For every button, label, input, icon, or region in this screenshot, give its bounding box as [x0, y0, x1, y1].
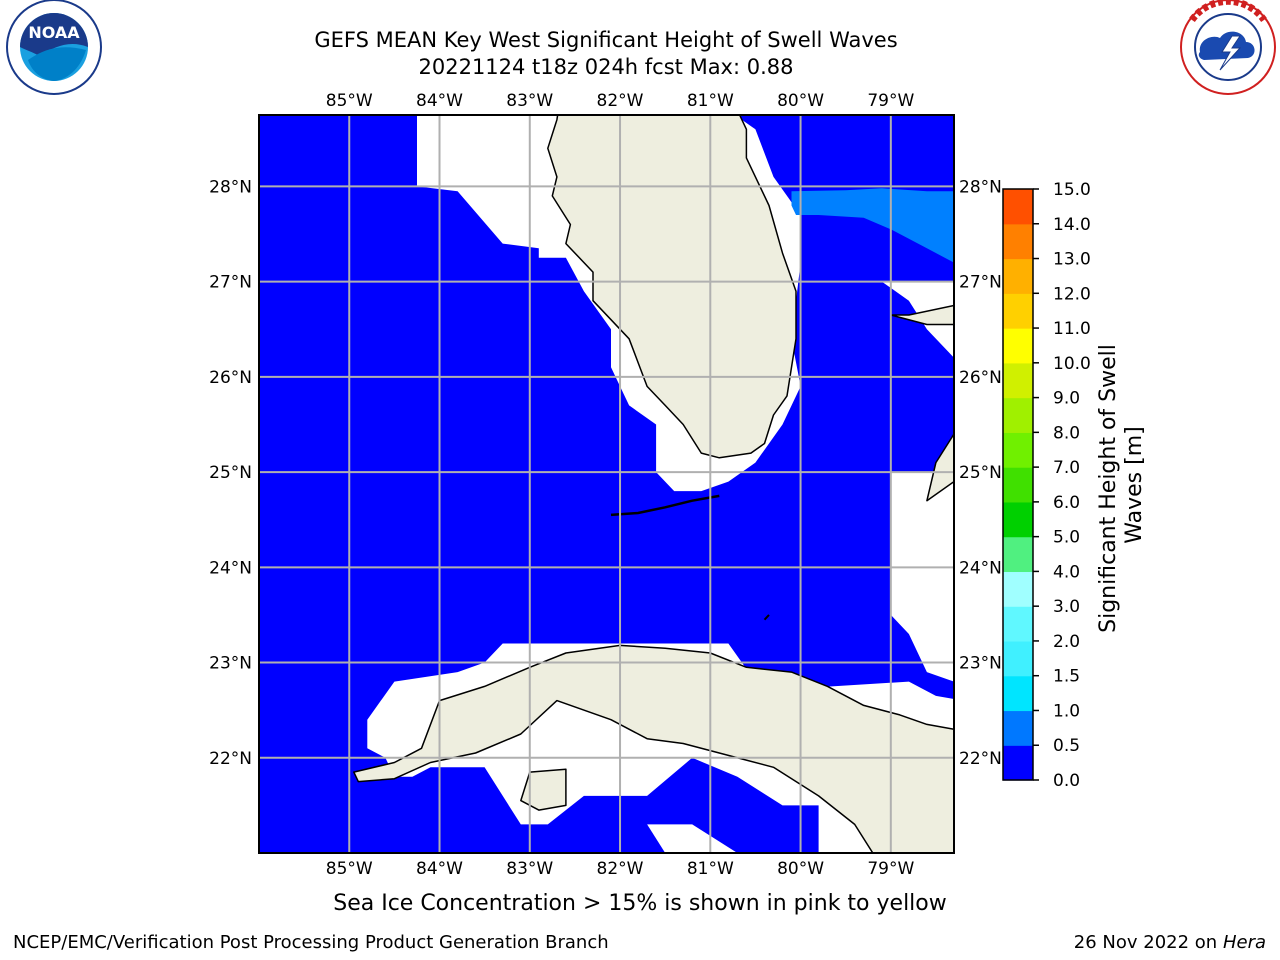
colorbar-tick-label: 5.0	[1053, 528, 1080, 548]
map-axis-labels: 85°W 85°W 84°W 84°W 83°W 83°W 82°W 82°W 81°W 81°W…	[209, 91, 1002, 879]
lat-label-left: 22°N	[209, 749, 252, 769]
colorbar-tick-label: 10.0	[1053, 354, 1091, 374]
florida-keys	[610, 494, 720, 517]
colorbar-segment	[1003, 432, 1033, 468]
map-frame	[258, 114, 955, 854]
lat-label-right: 23°N	[959, 654, 1002, 674]
colorbar-segment	[1003, 328, 1033, 364]
chart-title-line1: GEFS MEAN Key West Significant Height of…	[314, 28, 898, 52]
credit-line: NCEP/EMC/Verification Post Processing Pr…	[13, 932, 609, 953]
lon-label-bottom: 79°W	[867, 859, 914, 879]
colorbar-segment	[1003, 189, 1033, 225]
lon-label-top: 85°W	[326, 91, 373, 111]
colorbar-segment	[1003, 501, 1033, 538]
lon-label-top: 82°W	[597, 91, 644, 111]
lon-label-bottom: 82°W	[597, 859, 644, 879]
colorbar-tick-label: 1.5	[1053, 667, 1080, 687]
colorbar-segment	[1003, 745, 1033, 781]
colorbar-tick-label: 11.0	[1053, 319, 1091, 339]
chart-title-line2: 20221124 t18z 024h fcst Max: 0.88	[418, 55, 794, 79]
colorbar-tick-label: 0.5	[1053, 736, 1080, 756]
andros-island-land	[926, 433, 954, 502]
colorbar-tick-label: 1.0	[1053, 701, 1080, 721]
isla-de-la-juventud-land	[520, 768, 567, 811]
lon-label-top: 79°W	[867, 91, 914, 111]
colorbar-tick-label: 2.0	[1053, 632, 1080, 652]
lon-label-top: 81°W	[687, 91, 734, 111]
colorbar-segment	[1003, 536, 1033, 573]
lon-label-top: 83°W	[506, 91, 553, 111]
colorbar-segment	[1003, 362, 1033, 399]
colorbar-tick-label: 15.0	[1053, 180, 1091, 200]
no-data-region-5	[881, 281, 954, 358]
lon-label-top: 84°W	[416, 91, 463, 111]
run-date: 26 Nov 2022 on Hera	[1073, 932, 1266, 953]
noaa-logo-text: NOAA	[28, 23, 80, 42]
lat-label-right: 26°N	[959, 368, 1002, 388]
colorbar-frame	[1002, 188, 1034, 781]
lat-label-left: 26°N	[209, 368, 252, 388]
sea-ice-note: Sea Ice Concentration > 15% is shown in …	[333, 891, 947, 916]
noaa-logo-icon: NOAA	[6, 0, 102, 95]
colorbar-segment	[1003, 606, 1033, 642]
colorbar-tick-label: 13.0	[1053, 250, 1091, 270]
lat-label-left: 23°N	[209, 654, 252, 674]
lat-label-right: 27°N	[959, 273, 1002, 293]
colorbar-tick-label: 3.0	[1053, 597, 1080, 617]
colorbar-segment	[1003, 571, 1033, 607]
colorbar-segment	[1003, 258, 1033, 294]
colorbar-tick-label: 7.0	[1053, 458, 1080, 478]
colorbar-tick-label: 0.0	[1053, 771, 1080, 791]
lon-label-top: 80°W	[777, 91, 824, 111]
lat-label-left: 28°N	[209, 177, 252, 197]
colorbar-segment	[1003, 675, 1033, 712]
lon-label-bottom: 81°W	[687, 859, 734, 879]
colorbar-tick-label: 14.0	[1053, 215, 1091, 235]
map-gridlines	[259, 115, 954, 853]
lon-label-bottom: 83°W	[506, 859, 553, 879]
colorbar: 0.0 0.5 1.0 1.5 2.0 3.0 4.0 5.0 6.0 7.0 8.0 9.0 10.0…	[1002, 180, 1091, 791]
lat-label-left: 25°N	[209, 463, 252, 483]
colorbar-segment	[1003, 397, 1033, 433]
colorbar-tick-label: 12.0	[1053, 284, 1091, 304]
colorbar-segment	[1003, 467, 1033, 503]
colorbar-tick-label: 4.0	[1053, 562, 1080, 582]
florida-land	[547, 115, 797, 459]
no-data-region-4	[890, 472, 954, 682]
grand-bahama-land	[890, 304, 954, 326]
colorbar-segment	[1003, 710, 1033, 746]
nws-logo-icon	[1180, 0, 1276, 95]
lat-label-left: 27°N	[209, 273, 252, 293]
colorbar-tick-label: 9.0	[1053, 389, 1080, 409]
swell-0p5-1m-area	[791, 188, 954, 263]
lon-label-bottom: 85°W	[326, 859, 373, 879]
lat-label-right: 24°N	[959, 558, 1002, 578]
lat-label-left: 24°N	[209, 558, 252, 578]
cay-sal-bank	[763, 614, 770, 621]
colorbar-tick-label: 8.0	[1053, 423, 1080, 443]
colorbar-segment	[1003, 640, 1033, 677]
colorbar-segment	[1003, 223, 1033, 260]
lat-label-right: 25°N	[959, 463, 1002, 483]
colorbar-label: Significant Height of Swell Waves [m]	[1096, 337, 1147, 633]
no-data-region-2	[647, 824, 738, 853]
lon-label-bottom: 80°W	[777, 859, 824, 879]
colorbar-tick-label: 6.0	[1053, 493, 1080, 513]
lat-label-right: 28°N	[959, 177, 1002, 197]
colorbar-segment	[1003, 293, 1033, 329]
lat-label-right: 22°N	[959, 749, 1002, 769]
map-area	[259, 115, 954, 853]
lon-label-bottom: 84°W	[416, 859, 463, 879]
host-name: Hera	[1222, 932, 1266, 953]
